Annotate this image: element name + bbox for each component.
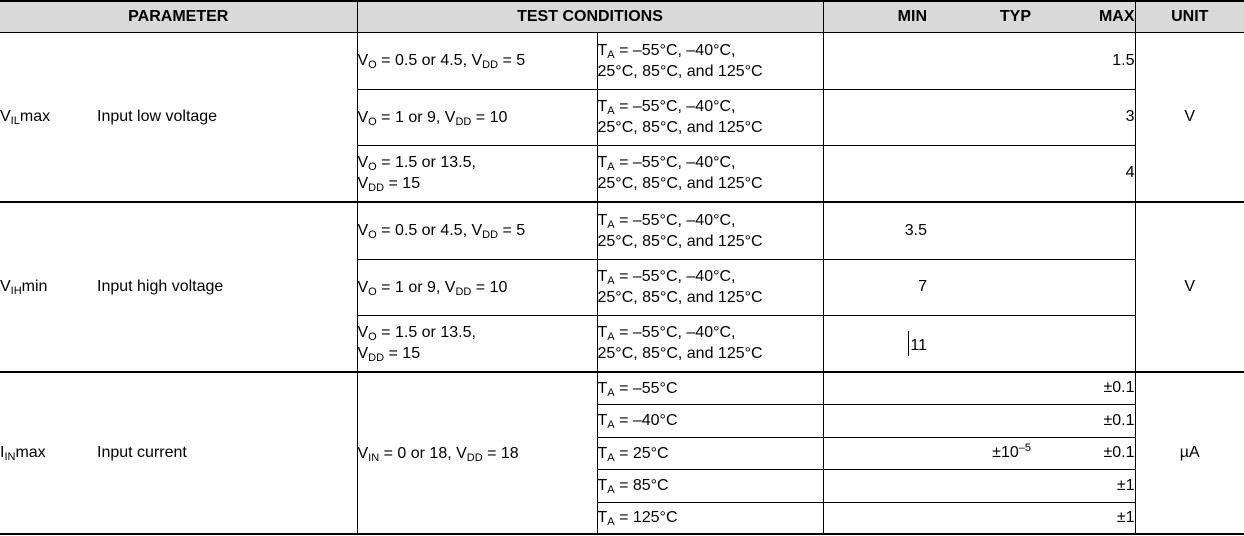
condition-temperature-cell: TA = –55°C, –40°C, 25°C, 85°C, and 125°C (596, 201, 824, 260)
condition-temperature-cell: TA = –55°C, –40°C, 25°C, 85°C, and 125°C (596, 144, 824, 203)
condition-voltage-cell: VO = 1 or 9, VDD = 10 (357, 88, 598, 146)
typ-value-cell (927, 201, 1031, 260)
unit-cell: V (1134, 201, 1244, 373)
typ-value-cell: ±10–5 (927, 436, 1031, 470)
parameter-symbol: VILmax (0, 107, 51, 127)
typ-value-cell (927, 88, 1031, 146)
parameter-name: Input low voltage (97, 107, 218, 125)
condition-voltage-cell: VO = 1.5 or 13.5, VDD = 15 (357, 314, 598, 373)
condition-temperature-cell: TA = –55°C, –40°C, 25°C, 85°C, and 125°C (596, 258, 824, 316)
column-header-min: MIN (823, 0, 927, 33)
unit-cell: µA (1134, 371, 1244, 535)
parameter-symbol: VIHmin (0, 278, 48, 297)
parameter-cell-vil-max: VILmax Input low voltage (0, 31, 358, 203)
table-row: VILmax Input low voltage VO = 0.5 or 4.5,… (0, 31, 1244, 203)
max-value-cell: 4 (1031, 144, 1135, 203)
max-value-cell: 3 (1031, 88, 1135, 146)
min-value-cell (823, 371, 927, 405)
condition-voltage-cell: VO = 1.5 or 13.5, VDD = 15 (357, 144, 598, 203)
max-value-cell (1031, 314, 1135, 373)
text-cursor (908, 330, 910, 356)
max-value-cell: ±0.1 (1031, 371, 1135, 405)
parameter-cell-vih-min: VIHmin Input high voltage (0, 201, 358, 373)
condition-voltage-cell: VO = 1 or 9, VDD = 10 (357, 258, 598, 316)
min-value-cell (823, 436, 927, 470)
condition-temperature-cell: TA = 85°C (597, 468, 824, 503)
table-row: VO = 1.5 or 13.5, VDD = 15 TA = –55°C, –4… (0, 314, 1244, 373)
max-value-cell: ±0.1 (1031, 403, 1135, 438)
column-header-unit: UNIT (1134, 0, 1244, 33)
table-row: TA = –40°C ±0.1 (0, 403, 1244, 438)
table-row: IINmax Input current VIN = 0 or 18, VDD =… (0, 371, 1244, 535)
min-value-cell (823, 31, 927, 90)
table-row: TA = 25°C ±10–5 ±0.1 (0, 436, 1244, 470)
column-header-typ: TYP (927, 0, 1031, 33)
typ-value-cell (927, 468, 1031, 503)
table-row: VO = 1 or 9, VDD = 10 TA = –55°C, –40°C,… (0, 88, 1244, 146)
table-row: TA = 125°C ±1 (0, 501, 1244, 535)
parameter-name: Input current (97, 444, 187, 461)
condition-temperature-cell: TA = –55°C (596, 371, 824, 405)
condition-temperature-cell: TA = –55°C, –40°C, 25°C, 85°C, and 125°C (596, 31, 824, 90)
min-value-cell: 3.5 (823, 201, 927, 260)
condition-voltage-cell: VIN = 0 or 18, VDD = 18 (356, 371, 598, 535)
min-value-cell (823, 88, 927, 146)
min-value-cell (823, 468, 927, 503)
typ-value-cell (927, 371, 1031, 405)
condition-temperature-cell: TA = –55°C, –40°C, 25°C, 85°C, and 125°C (596, 314, 824, 373)
min-value-cell (823, 144, 927, 203)
max-value-cell (1031, 201, 1135, 260)
table-row: VO = 1.5 or 13.5, VDD = 15 TA = –55°C, –4… (0, 144, 1244, 203)
column-header-test-conditions: TEST CONDITIONS (356, 0, 824, 33)
max-value-cell: ±0.1 (1031, 436, 1135, 470)
typ-value-cell (927, 501, 1031, 535)
column-header-parameter: PARAMETER (0, 0, 358, 33)
max-value-cell: ±1 (1031, 468, 1135, 503)
parameter-cell-iin-max: IINmax Input current (0, 371, 358, 535)
table-row: VIHmin Input high voltage VO = 0.5 or 4.5… (0, 201, 1244, 373)
unit-cell: V (1134, 31, 1244, 203)
typ-value-cell (927, 403, 1031, 438)
table-header-row: PARAMETER TEST CONDITIONS MIN TYP MAX UN… (0, 0, 1244, 33)
min-value-cell: 7 (823, 258, 927, 316)
parameter-symbol: IINmax (0, 444, 46, 463)
typ-value-cell (927, 31, 1031, 90)
max-value-cell: 1.5 (1031, 31, 1135, 90)
typ-value-cell (927, 258, 1031, 316)
typ-value-cell (927, 314, 1031, 373)
table-row: TA = 85°C ±1 (0, 468, 1244, 503)
max-value-cell (1031, 258, 1135, 316)
condition-voltage-cell: VO = 0.5 or 4.5, VDD = 5 (356, 201, 598, 260)
table-row: VO = 1 or 9, VDD = 10 TA = –55°C, –40°C,… (0, 258, 1244, 316)
max-value-cell: ±1 (1031, 501, 1135, 535)
parameter-name: Input high voltage (97, 278, 224, 295)
min-value-cell (823, 403, 927, 438)
condition-temperature-cell: TA = –55°C, –40°C, 25°C, 85°C, and 125°C (596, 88, 824, 146)
condition-voltage-cell: VO = 0.5 or 4.5, VDD = 5 (356, 31, 598, 90)
condition-temperature-cell: TA = –40°C (597, 403, 824, 438)
column-header-max: MAX (1031, 0, 1135, 33)
typ-value-cell (927, 144, 1031, 203)
condition-temperature-cell: TA = 25°C (597, 436, 824, 470)
condition-temperature-cell: TA = 125°C (597, 501, 824, 535)
min-value-cell (823, 501, 927, 535)
min-value-cell: 11 (823, 314, 927, 373)
